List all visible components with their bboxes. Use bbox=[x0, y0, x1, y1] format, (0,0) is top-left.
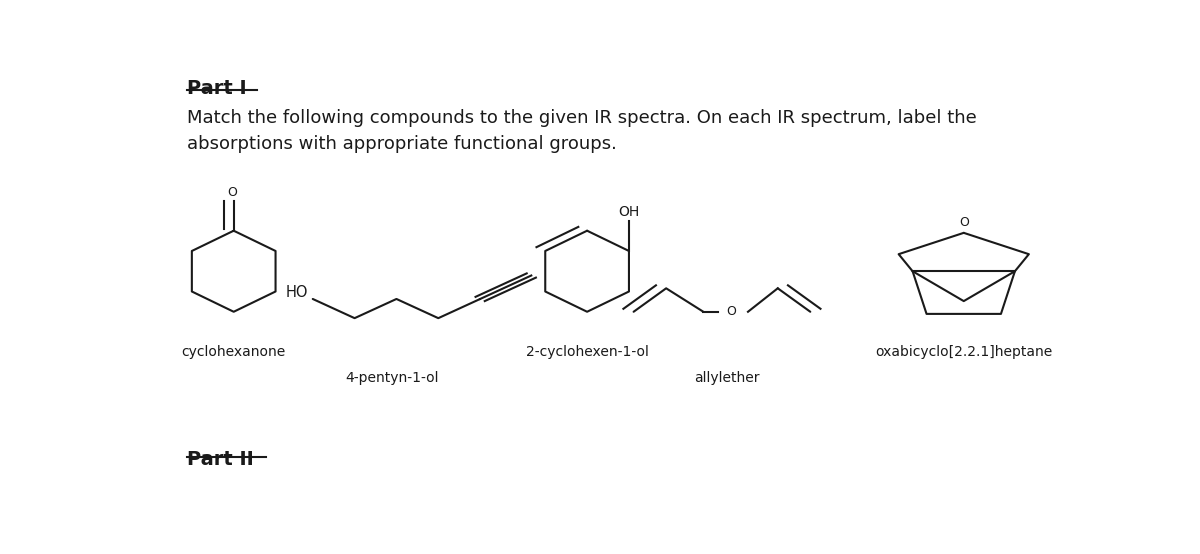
Text: O: O bbox=[959, 216, 968, 229]
Text: oxabicyclo[2.2.1]heptane: oxabicyclo[2.2.1]heptane bbox=[875, 345, 1052, 360]
Text: Match the following compounds to the given IR spectra. On each IR spectrum, labe: Match the following compounds to the giv… bbox=[187, 109, 977, 127]
Text: OH: OH bbox=[618, 205, 640, 219]
Text: HO: HO bbox=[286, 285, 308, 300]
Text: absorptions with appropriate functional groups.: absorptions with appropriate functional … bbox=[187, 135, 617, 153]
Text: O: O bbox=[227, 186, 236, 199]
Text: allylether: allylether bbox=[694, 371, 760, 385]
Text: 2-cyclohexen-1-ol: 2-cyclohexen-1-ol bbox=[526, 345, 648, 360]
Text: Part II: Part II bbox=[187, 450, 254, 469]
Text: 4-pentyn-1-ol: 4-pentyn-1-ol bbox=[346, 371, 438, 385]
Text: cyclohexanone: cyclohexanone bbox=[181, 345, 286, 360]
Text: O: O bbox=[726, 305, 736, 318]
Text: Part I: Part I bbox=[187, 79, 247, 98]
